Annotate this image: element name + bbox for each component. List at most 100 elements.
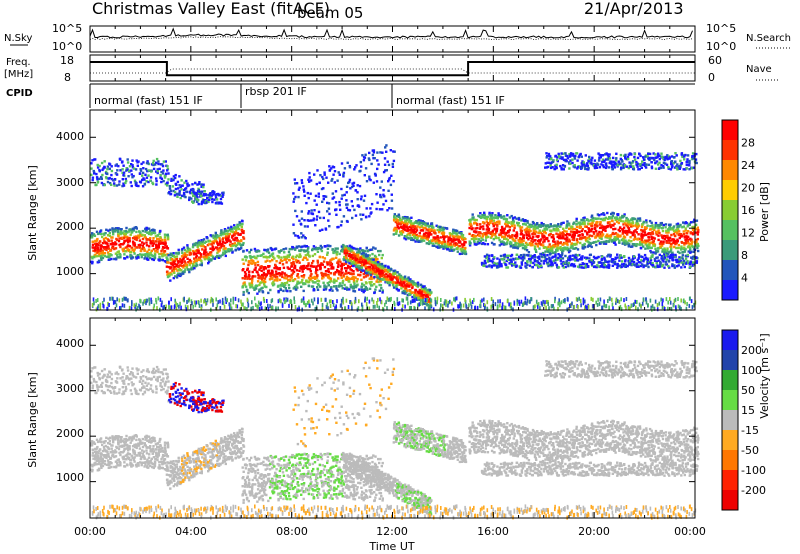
power-cell (343, 255, 346, 259)
power-cell (175, 255, 179, 258)
power-cell (381, 278, 384, 281)
power-cell (354, 166, 357, 169)
power-cell (600, 224, 603, 227)
power-cell (360, 252, 363, 255)
power-cell (238, 242, 241, 246)
power-cell (486, 222, 490, 225)
power-cell (135, 257, 138, 260)
power-cell (349, 259, 352, 263)
power-cell (384, 199, 388, 203)
power-cell (301, 270, 304, 273)
power-cell (133, 242, 136, 245)
power-cell (161, 172, 165, 175)
power-cell (213, 198, 216, 201)
power-cell (404, 238, 408, 241)
power-cell (350, 253, 354, 257)
power-cell (167, 272, 170, 275)
power-cell (426, 238, 429, 241)
power-cell (156, 245, 159, 248)
power-cell (600, 231, 604, 234)
power-cell (170, 262, 173, 266)
power-cell (172, 269, 176, 273)
nave-right-label: Nave (746, 64, 772, 75)
power-cell (127, 249, 131, 253)
power-cell (173, 194, 177, 197)
power-cell (179, 264, 182, 267)
power-cell (319, 174, 322, 177)
power-cell (475, 243, 478, 246)
power-cell (108, 182, 112, 185)
power-cell (657, 234, 660, 237)
power-cell (420, 291, 423, 294)
power-cell (200, 194, 203, 198)
power-cell (390, 193, 393, 196)
power-cell (275, 275, 279, 279)
power-cell (407, 237, 411, 240)
power-cell (304, 282, 307, 286)
power-cell (198, 191, 201, 195)
power-cell (358, 288, 361, 291)
power-cell (526, 219, 529, 223)
power-cell (125, 169, 128, 172)
power-cell (179, 257, 182, 261)
power-cell (479, 225, 483, 229)
power-cell (130, 246, 133, 249)
power-cell (327, 181, 330, 184)
power-cell (489, 220, 492, 223)
power-cell (337, 225, 340, 229)
power-cell (96, 163, 99, 167)
nave-series (90, 68, 695, 74)
power-cell (222, 232, 225, 235)
power-cell (400, 282, 403, 285)
power-cell (199, 253, 203, 256)
power-cell (326, 201, 329, 205)
power-cell (317, 264, 320, 267)
power-cell (210, 243, 213, 246)
power-cell (550, 229, 553, 232)
power-cell (262, 271, 266, 275)
power-cell (219, 239, 222, 242)
power-cell (379, 193, 382, 197)
power-cell (277, 267, 280, 271)
power-cell (676, 222, 680, 225)
power-cell (162, 179, 165, 183)
power-cell (151, 239, 155, 243)
power-cell (111, 227, 114, 230)
power-cell (656, 250, 660, 253)
power-cell (177, 252, 180, 256)
power-cell (108, 234, 112, 237)
power-cell (575, 225, 579, 229)
power-cell (95, 172, 98, 176)
power-cell (298, 253, 302, 256)
power-cell (373, 268, 376, 272)
power-cell (236, 225, 239, 228)
power-cell (181, 247, 184, 251)
power-cell (673, 234, 677, 238)
power-cell (353, 168, 356, 171)
power-cell (234, 248, 237, 251)
power-cell (133, 236, 136, 240)
power-cell (483, 259, 487, 263)
power-cell (177, 251, 181, 254)
power-cell (456, 250, 459, 253)
power-cell (412, 225, 415, 228)
power-cell (555, 249, 559, 252)
power-cell (213, 257, 217, 260)
power-cell (619, 234, 622, 238)
power-cell (254, 263, 257, 266)
power-cell (166, 258, 169, 261)
power-cell (125, 226, 128, 230)
power-cell (292, 200, 295, 203)
power-cell (299, 245, 303, 249)
power-cell (293, 278, 297, 281)
power-cell (211, 190, 215, 193)
power-cell (302, 276, 305, 279)
power-cell (553, 245, 557, 248)
power-cell (270, 273, 273, 276)
power-cell (352, 272, 355, 276)
power-cell (239, 224, 242, 227)
power-cell (403, 277, 406, 280)
power-cell (327, 219, 330, 222)
power-cell (322, 187, 325, 190)
power-cell (223, 251, 227, 254)
